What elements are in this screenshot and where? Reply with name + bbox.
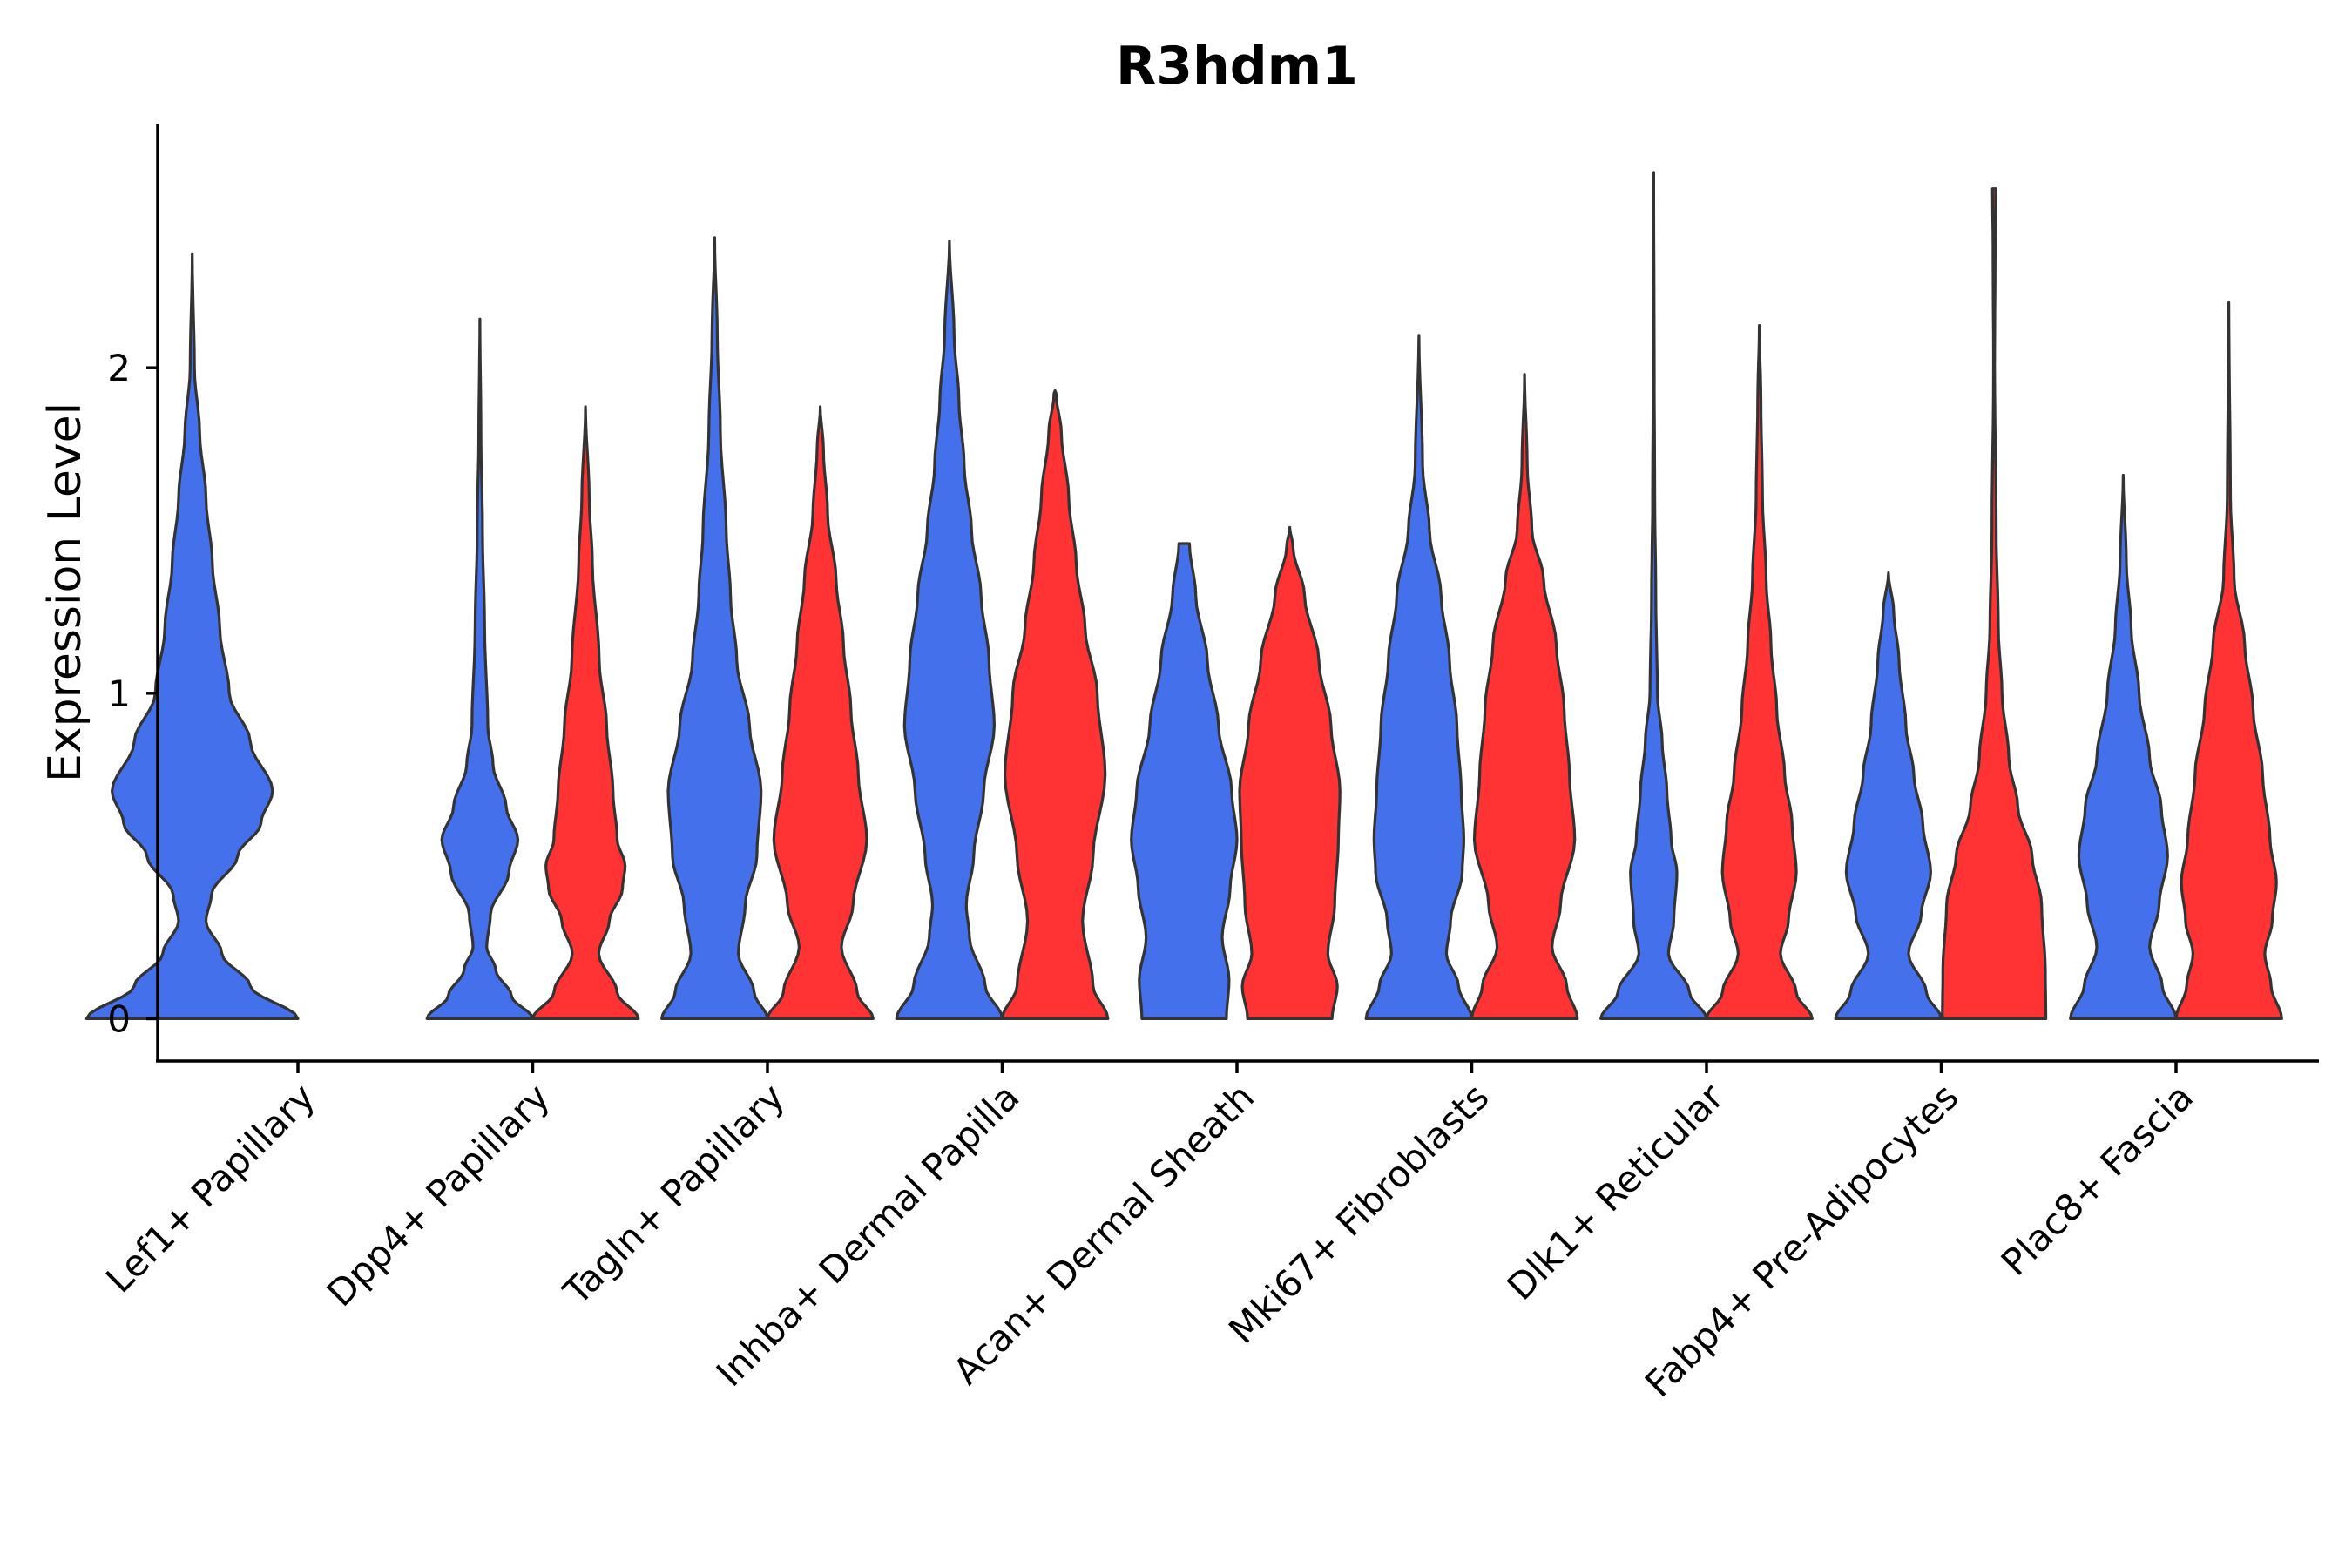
violin-fabp4-pre-adipocytes-left	[1834, 571, 1943, 1020]
violin-dpp4-papillary-left	[425, 317, 535, 1020]
violin-dpp4-papillary-right	[531, 405, 640, 1020]
violin-dlk1-reticular-right	[1705, 324, 1814, 1020]
violin-tagln-papillary-left	[660, 236, 769, 1020]
chart-title: R3hdm1	[1116, 36, 1358, 97]
violin-inhba-dermal-papilla-left	[895, 239, 1004, 1020]
x-tick-label: Mki67+ Fibroblasts	[1220, 1075, 1497, 1351]
violin-plac8-fascia-left	[2069, 473, 2178, 1020]
violin-layer	[84, 171, 2283, 1020]
x-tick-label: Plac8+ Fascia	[1993, 1075, 2201, 1283]
violin-mki67-fibroblasts-right	[1470, 373, 1579, 1020]
violin-lef1-papillary-left	[84, 252, 300, 1020]
violin-acan-dermal-sheath-right	[1238, 525, 1342, 1020]
y-axis-label: Expression Level	[39, 402, 91, 782]
violin-fabp4-pre-adipocytes-right	[1941, 187, 2048, 1020]
y-ticks: 0 1 2	[107, 347, 158, 1040]
violin-dlk1-reticular-left	[1599, 171, 1708, 1020]
y-tick-label: 1	[107, 672, 131, 715]
violin-plac8-fascia-right	[2174, 301, 2283, 1020]
y-tick-label: 0	[107, 997, 131, 1040]
violin-tagln-papillary-right	[766, 405, 875, 1020]
violin-acan-dermal-sheath-left	[1130, 542, 1239, 1020]
x-tick-label: Dpp4+ Papillary	[319, 1075, 558, 1315]
x-tick-label: Dlk1+ Reticular	[1499, 1075, 1733, 1308]
x-tick-label: Tagln+ Papillary	[555, 1075, 793, 1313]
violin-mki67-fibroblasts-left	[1364, 334, 1474, 1020]
x-tick-label: Lef1+ Papillary	[98, 1075, 323, 1301]
violin-inhba-dermal-papilla-right	[1000, 389, 1110, 1020]
y-tick-label: 2	[107, 347, 131, 389]
